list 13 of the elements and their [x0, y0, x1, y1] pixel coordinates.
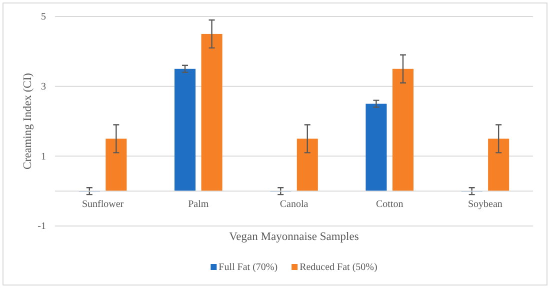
y-tick-label: 5 — [41, 12, 46, 23]
y-axis-title: Creaming Index (CI) — [22, 72, 34, 170]
x-tick-label: Soybean — [468, 199, 502, 210]
legend-label: Reduced Fat (50%) — [300, 262, 378, 273]
x-tick-label: Canola — [280, 199, 309, 210]
x-tick-label: Sunflower — [82, 199, 124, 210]
x-axis-title: Vegan Mayonnaise Samples — [229, 231, 360, 243]
x-tick-label: Palm — [188, 199, 209, 210]
y-tick-label: 1 — [41, 151, 46, 162]
y-tick-label: -1 — [38, 221, 46, 232]
legend-label: Full Fat (70%) — [218, 262, 278, 273]
y-tick-label: 3 — [41, 82, 46, 93]
x-tick-label: Cotton — [376, 199, 404, 210]
